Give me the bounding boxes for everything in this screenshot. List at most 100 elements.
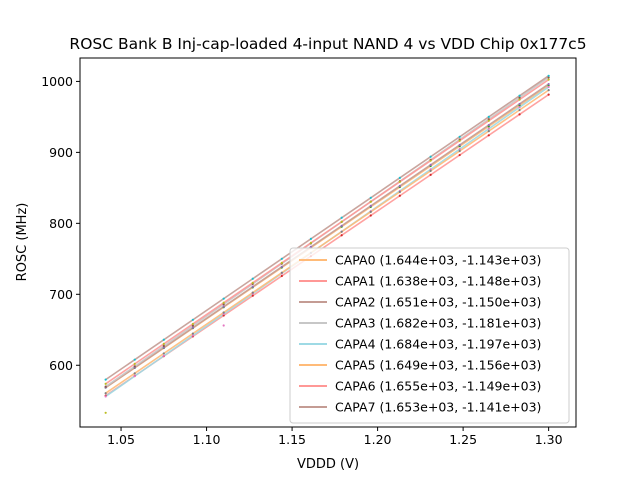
data-point-capa3 (518, 96, 521, 99)
data-point-capa7 (487, 115, 490, 118)
data-point-capa4 (104, 395, 107, 398)
data-point-capa6 (369, 200, 372, 203)
data-point-capa2 (398, 184, 401, 188)
data-point-capa7 (518, 94, 521, 97)
data-point-capa5 (518, 108, 521, 112)
data-point-capa7 (222, 297, 225, 300)
legend-label: CAPA5 (1.649e+03, -1.156e+03) (335, 358, 541, 373)
legend-label: CAPA2 (1.651e+03, -1.150e+03) (335, 295, 541, 310)
outlier-point (222, 324, 225, 327)
data-point-capa5 (340, 230, 343, 233)
data-point-capa6 (398, 180, 401, 183)
data-point-capa5 (251, 291, 254, 294)
data-point-capa6 (429, 159, 432, 162)
data-point-capa3 (191, 324, 194, 327)
data-point-capa2 (369, 204, 372, 207)
y-axis-label: ROSC (MHz) (15, 203, 30, 282)
legend-label: CAPA1 (1.638e+03, -1.148e+03) (335, 274, 541, 289)
data-point-capa7 (280, 257, 283, 260)
data-point-capa7 (133, 358, 136, 361)
data-point-capa3 (162, 344, 165, 348)
data-point-capa6 (222, 301, 225, 304)
legend: CAPA0 (1.644e+03, -1.143e+03) CAPA1 (1.63… (289, 247, 570, 424)
data-point-capa6 (133, 362, 136, 365)
data-point-capa6 (309, 241, 312, 244)
data-point-capa7 (369, 196, 372, 199)
x-tick-label: 1.30 (535, 432, 563, 447)
x-axis: 1.05 1.10 1.15 1.20 1.25 1.30 (107, 427, 563, 447)
data-point-capa3 (133, 365, 136, 368)
y-axis: 600 700 800 900 1000 (41, 74, 80, 373)
y-tick-label: 600 (49, 358, 73, 373)
fit-line-capa2 (105, 83, 550, 389)
chart-title: ROSC Bank B Inj-cap-loaded 4-input NAND … (69, 35, 586, 53)
data-point-capa3 (547, 76, 550, 79)
fit-line-capa6 (105, 78, 550, 385)
data-point-capa5 (369, 210, 372, 213)
x-tick-label: 1.10 (193, 432, 221, 447)
legend-box (289, 247, 570, 424)
data-point-capa2 (429, 163, 432, 166)
legend-label: CAPA3 (1.682e+03, -1.181e+03) (335, 316, 541, 331)
data-point-capa7 (458, 135, 461, 138)
data-point-capa5 (398, 190, 401, 194)
data-point-capa1 (547, 93, 550, 96)
x-tick-label: 1.15 (278, 432, 306, 447)
data-point-capa2 (191, 326, 194, 329)
data-point-capa5 (104, 392, 107, 395)
data-point-capa1 (518, 113, 521, 116)
data-point-capa1 (280, 274, 283, 278)
data-point-capa2 (222, 305, 225, 308)
data-point-capa7 (547, 74, 550, 77)
legend-label: CAPA6 (1.655e+03, -1.149e+03) (335, 379, 541, 394)
data-point-capa1 (429, 173, 432, 176)
data-point-capa1 (398, 194, 401, 197)
data-point-capa1 (487, 134, 490, 137)
data-point-capa7 (309, 237, 312, 240)
fit-line-capa7 (105, 75, 550, 381)
legend-label: CAPA7 (1.653e+03, -1.141e+03) (335, 400, 541, 415)
data-point-capa4 (518, 106, 521, 109)
y-tick-label: 800 (49, 216, 73, 231)
data-point-capa2 (340, 224, 343, 227)
data-point-capa6 (251, 281, 254, 284)
data-point-capa1 (369, 214, 372, 217)
data-point-capa2 (518, 102, 521, 106)
x-tick-label: 1.25 (449, 432, 477, 447)
data-point-capa6 (547, 78, 550, 81)
data-point-capa7 (162, 338, 165, 341)
data-point-capa4 (222, 312, 225, 316)
data-point-capa2 (309, 245, 312, 248)
data-point-capa2 (251, 285, 254, 288)
data-point-capa7 (191, 318, 194, 321)
data-point-capa1 (251, 294, 254, 297)
data-point-capa2 (547, 82, 550, 86)
data-point-capa5 (429, 169, 432, 172)
data-point-capa6 (191, 322, 194, 326)
data-point-capa7 (251, 277, 254, 280)
data-point-capa4 (547, 85, 550, 89)
data-point-capa7 (104, 378, 107, 381)
data-point-capa3 (104, 385, 107, 388)
data-point-capa7 (340, 216, 343, 219)
data-point-capa2 (162, 346, 165, 349)
data-point-capa4 (162, 354, 165, 357)
data-point-capa6 (458, 139, 461, 142)
data-point-capa5 (133, 372, 136, 375)
data-point-capa4 (458, 147, 461, 151)
data-point-capa1 (340, 234, 343, 237)
data-point-capa5 (191, 332, 194, 335)
data-point-capa2 (487, 123, 490, 127)
x-tick-label: 1.20 (364, 432, 392, 447)
legend-label: CAPA4 (1.684e+03, -1.197e+03) (335, 337, 541, 352)
data-point-capa7 (398, 176, 401, 179)
data-point-capa6 (518, 98, 521, 101)
data-point-capa4 (133, 375, 136, 378)
fit-line-capa5 (105, 89, 550, 394)
data-point-capa5 (280, 271, 283, 274)
data-point-capa6 (340, 220, 343, 223)
data-point-capa2 (280, 265, 283, 268)
data-point-capa6 (487, 119, 490, 122)
plot-area (104, 74, 550, 414)
